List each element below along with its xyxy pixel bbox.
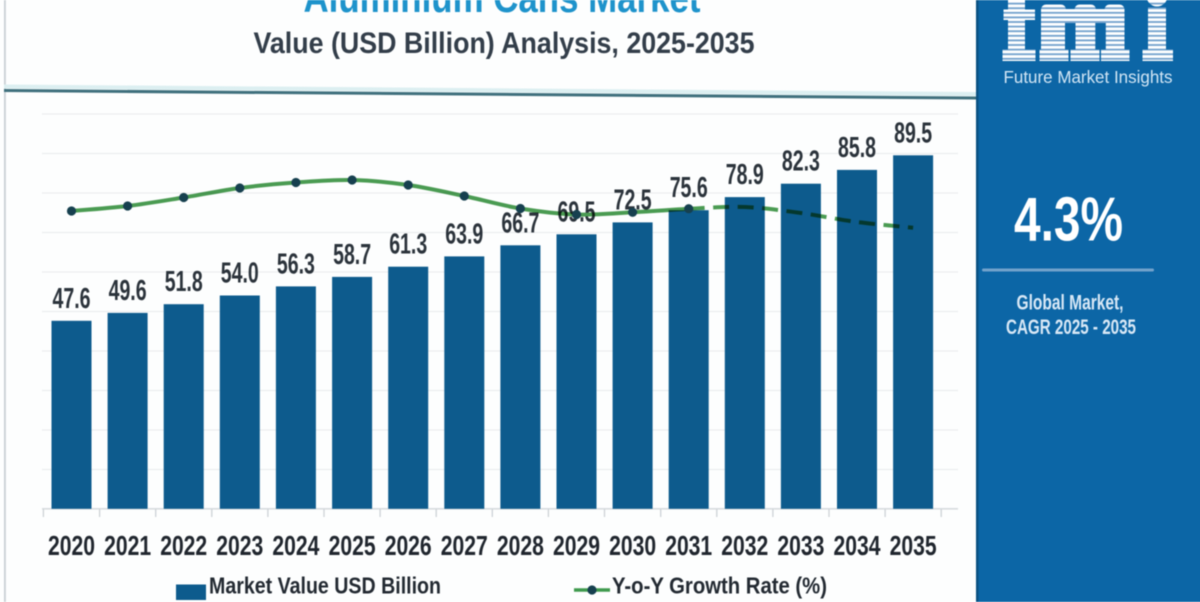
svg-text:2033: 2033 (777, 530, 824, 561)
svg-text:Global Market,: Global Market, (1017, 292, 1124, 315)
svg-text:47.6: 47.6 (53, 283, 91, 315)
svg-text:4.3%: 4.3% (1014, 186, 1123, 255)
svg-text:2023: 2023 (216, 530, 263, 561)
svg-text:78.9: 78.9 (726, 159, 764, 191)
svg-text:54.0: 54.0 (221, 258, 259, 290)
svg-text:85.8: 85.8 (838, 132, 876, 164)
svg-text:2031: 2031 (665, 530, 712, 561)
svg-text:56.3: 56.3 (277, 248, 315, 280)
svg-text:2034: 2034 (834, 530, 882, 561)
svg-text:2020: 2020 (48, 530, 95, 561)
svg-text:2027: 2027 (441, 530, 488, 561)
svg-text:51.8: 51.8 (165, 266, 203, 298)
svg-text:2029: 2029 (553, 530, 600, 561)
svg-text:CAGR 2025 - 2035: CAGR 2025 - 2035 (1006, 316, 1136, 339)
svg-text:75.6: 75.6 (670, 172, 708, 204)
svg-text:61.3: 61.3 (389, 229, 427, 261)
svg-text:2028: 2028 (497, 530, 544, 561)
svg-text:Y-o-Y Growth Rate (%): Y-o-Y Growth Rate (%) (612, 573, 827, 599)
svg-text:2026: 2026 (385, 530, 432, 561)
svg-text:2025: 2025 (329, 530, 376, 561)
svg-text:2030: 2030 (609, 530, 656, 561)
svg-text:63.9: 63.9 (445, 218, 483, 250)
svg-text:89.5: 89.5 (894, 117, 932, 149)
svg-text:49.6: 49.6 (109, 275, 147, 307)
svg-text:2032: 2032 (721, 530, 768, 561)
svg-text:58.7: 58.7 (333, 239, 371, 271)
svg-text:2022: 2022 (160, 530, 207, 561)
svg-text:Aluminium Cans Market: Aluminium Cans Market (304, 0, 701, 21)
svg-text:Value (USD Billion) Analysis,: Value (USD Billion) Analysis, 2025-2035 (254, 27, 755, 60)
svg-text:2021: 2021 (104, 530, 151, 561)
svg-text:2024: 2024 (272, 530, 320, 561)
svg-text:82.3: 82.3 (782, 146, 820, 178)
svg-text:2035: 2035 (890, 530, 937, 561)
svg-text:Market Value USD Billion: Market Value USD Billion (209, 573, 441, 599)
svg-text:Future Market Insights: Future Market Insights (1004, 67, 1173, 87)
